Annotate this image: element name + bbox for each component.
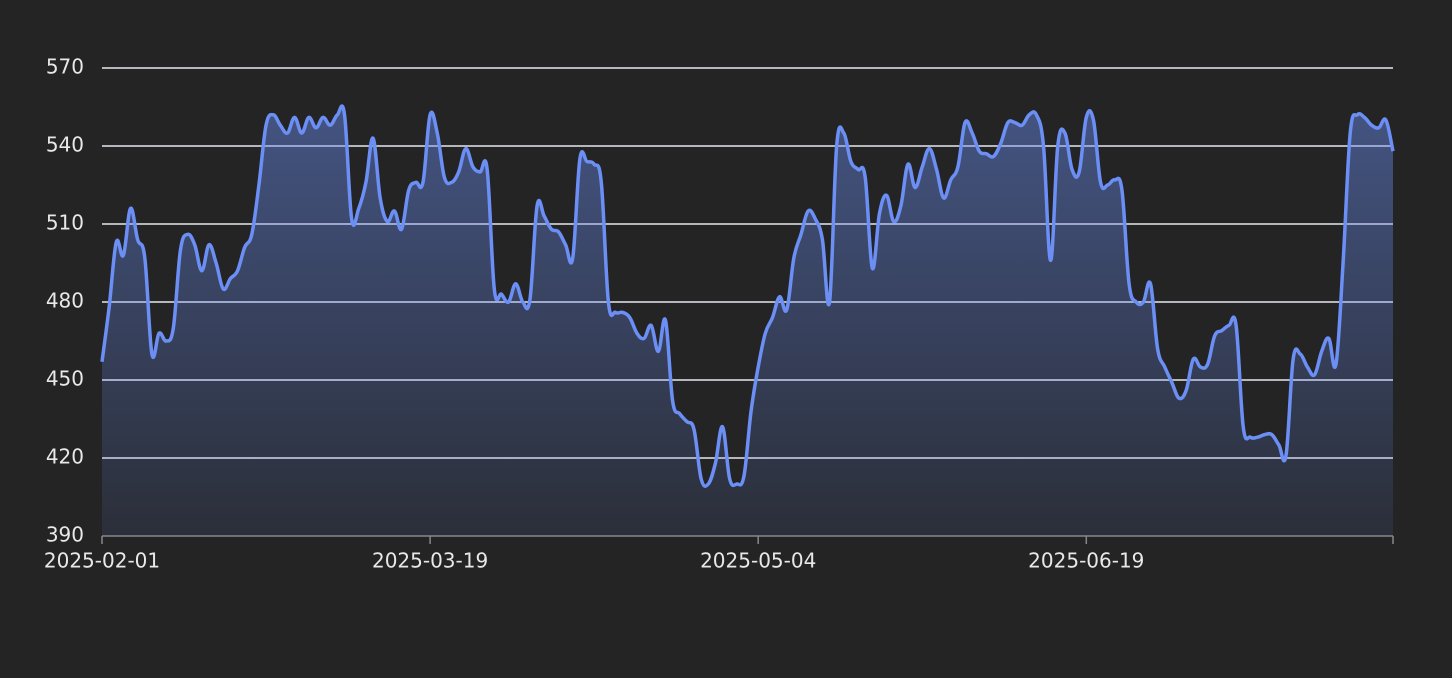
- y-tick-label: 510: [46, 211, 84, 235]
- y-tick-label: 390: [46, 523, 84, 547]
- area: [102, 106, 1393, 536]
- y-tick-label: 420: [46, 445, 84, 469]
- x-tick-label: 2025-02-01: [44, 549, 160, 573]
- y-tick-label: 450: [46, 367, 84, 391]
- line: [100, 104, 1395, 488]
- x-tick-label: 2025-06-19: [1028, 549, 1144, 573]
- y-tick-label: 570: [46, 55, 84, 79]
- y-tick-label: 540: [46, 133, 84, 157]
- y-tick-label: 480: [46, 289, 84, 313]
- x-tick-label: 2025-03-19: [372, 549, 488, 573]
- x-tick-label: 2025-05-04: [700, 549, 816, 573]
